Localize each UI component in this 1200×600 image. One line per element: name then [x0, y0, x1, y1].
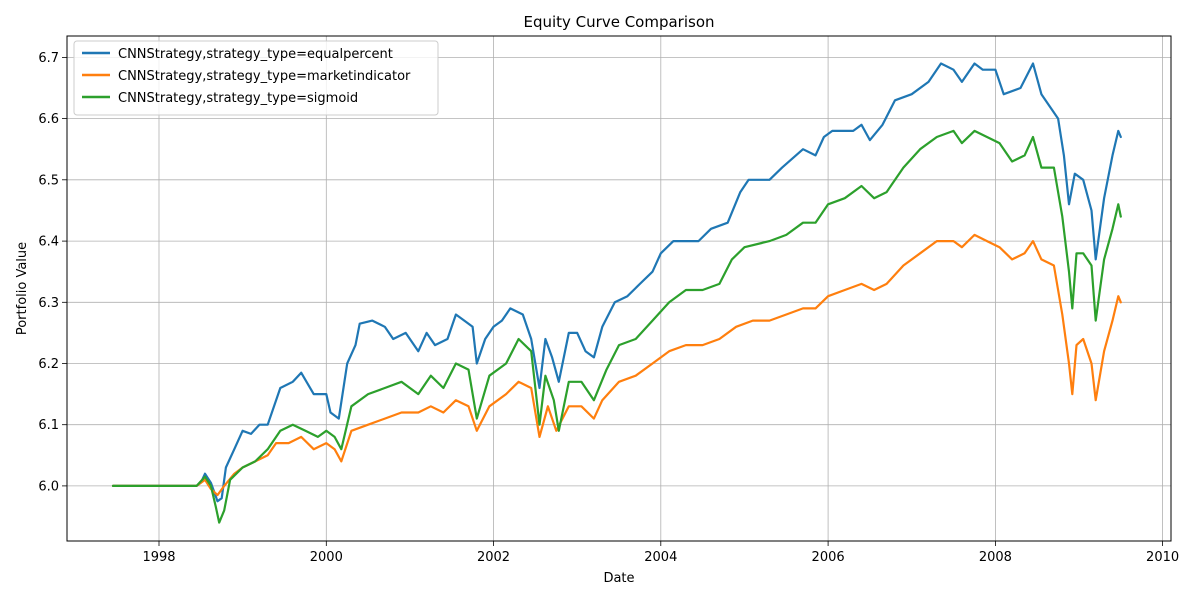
y-axis-ticks: 6.0 6.1 6.2 6.3 6.4 6.5 6.6 6.7 — [38, 51, 67, 494]
series-line-sigmoid — [111, 129, 1122, 524]
x-axis-label: Date — [603, 571, 634, 586]
series-line-equalpercent — [111, 62, 1122, 503]
series-line-marketindicator — [111, 233, 1122, 497]
x-tick-label: 2002 — [477, 550, 510, 565]
x-tick-label: 2010 — [1146, 550, 1179, 565]
y-tick-label: 6.4 — [38, 235, 59, 250]
y-tick-label: 6.0 — [38, 479, 59, 494]
legend-box — [73, 40, 439, 116]
plot-area — [66, 35, 1172, 542]
legend-label-equalpercent: CNNStrategy,strategy_type=equalpercent — [118, 47, 393, 62]
legend: CNNStrategy,strategy_type=equalpercent C… — [73, 40, 439, 116]
x-tick-label: 2006 — [812, 550, 845, 565]
x-tick-label: 2008 — [979, 550, 1012, 565]
chart-title: Equity Curve Comparison — [523, 13, 714, 31]
y-tick-label: 6.6 — [38, 112, 59, 127]
y-tick-label: 6.2 — [38, 357, 59, 372]
y-axis-label: Portfolio Value — [15, 242, 30, 335]
x-axis-ticks: 1998 2000 2002 2004 2006 2008 2010 — [142, 541, 1179, 565]
legend-label-sigmoid: CNNStrategy,strategy_type=sigmoid — [118, 91, 358, 106]
legend-label-marketindicator: CNNStrategy,strategy_type=marketindicato… — [118, 69, 411, 84]
y-tick-label: 6.7 — [38, 51, 59, 66]
series-lines — [111, 62, 1122, 524]
grid-lines — [67, 36, 1171, 541]
y-tick-label: 6.3 — [38, 296, 59, 311]
y-tick-label: 6.5 — [38, 173, 59, 188]
x-tick-label: 2004 — [644, 550, 677, 565]
x-tick-label: 2000 — [310, 550, 343, 565]
y-tick-label: 6.1 — [38, 418, 59, 433]
x-tick-label: 1998 — [142, 550, 175, 565]
